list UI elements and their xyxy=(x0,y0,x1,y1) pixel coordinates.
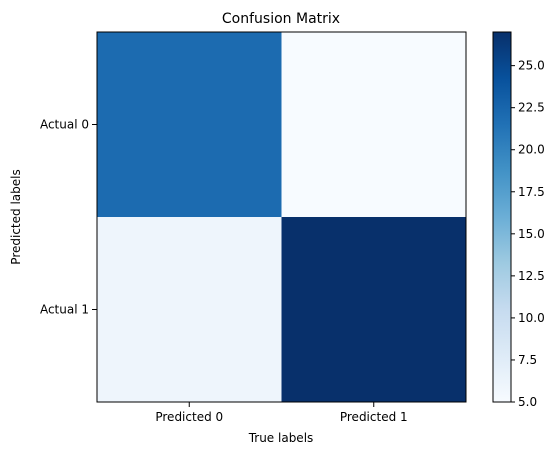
y-axis-label: Predicted labels xyxy=(9,169,23,264)
heatmap-cell xyxy=(97,32,282,217)
heatmap-cell xyxy=(281,32,466,217)
colorbar-tick-label: 15.0 xyxy=(518,227,545,241)
x-axis-label: True labels xyxy=(248,431,314,445)
colorbar-tick-label: 20.0 xyxy=(518,143,545,157)
colorbar-tick-label: 12.5 xyxy=(518,269,545,283)
colorbar-tick-label: 7.5 xyxy=(518,353,537,367)
colorbar xyxy=(492,31,512,403)
colorbar-tick-label: 5.0 xyxy=(518,395,537,409)
y-tick-label: Actual 1 xyxy=(40,303,89,317)
colorbar-tick-label: 25.0 xyxy=(518,59,545,73)
x-tick-label: Predicted 0 xyxy=(155,410,223,424)
x-tick-label: Predicted 1 xyxy=(340,410,408,424)
y-tick-label: Actual 0 xyxy=(40,118,89,132)
colorbar-tick-label: 10.0 xyxy=(518,311,545,325)
chart-title: Confusion Matrix xyxy=(222,11,340,27)
colorbar-tick-label: 17.5 xyxy=(518,185,545,199)
heatmap-cell xyxy=(97,217,282,402)
colorbar-tick-label: 22.5 xyxy=(518,101,545,115)
heatmap-cell xyxy=(281,217,466,402)
plot-frame xyxy=(96,31,467,403)
